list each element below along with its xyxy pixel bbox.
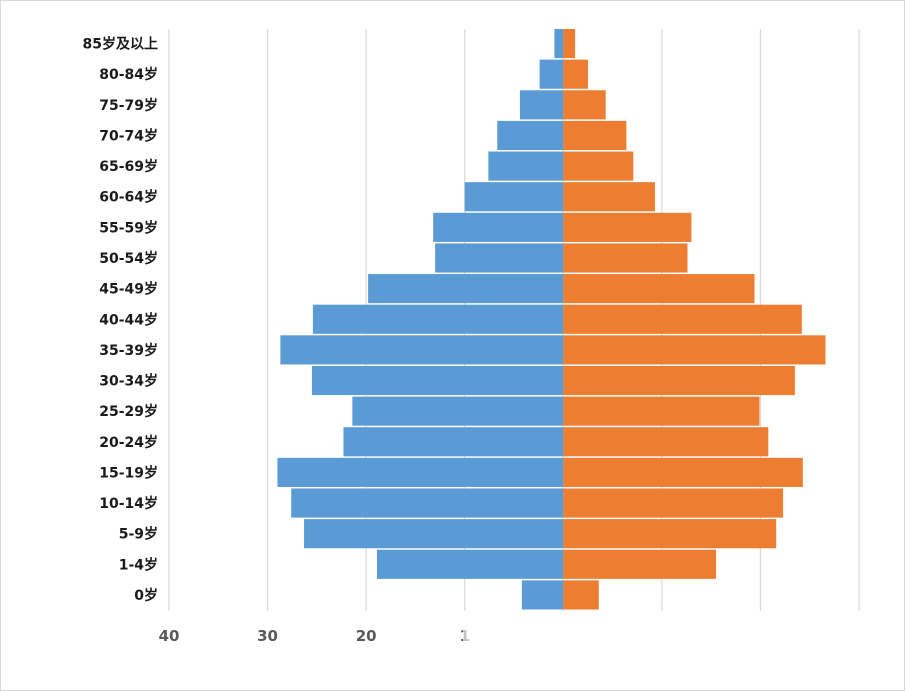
bar-left-65-69岁 — [488, 151, 564, 181]
bar-left-55-59岁 — [433, 212, 564, 242]
bar-left-5-9岁 — [304, 519, 564, 549]
bar-left-70-74岁 — [497, 120, 564, 151]
bar-right-15-19岁 — [563, 457, 803, 487]
x-axis-tick-labels: 4030201 — [159, 627, 470, 645]
bar-left-1-4岁 — [376, 549, 564, 579]
bar-left-75-79岁 — [519, 90, 564, 120]
x-tick-label: 20 — [356, 627, 377, 645]
category-label: 30-34岁 — [99, 373, 158, 390]
bar-right-80-84岁 — [563, 59, 588, 89]
bar-right-40-44岁 — [563, 304, 802, 334]
category-label: 75-79岁 — [99, 97, 158, 114]
category-label: 10-14岁 — [99, 495, 158, 512]
bar-left-40-44岁 — [312, 304, 564, 334]
bar-right-0岁 — [563, 580, 599, 610]
bar-left-25-29岁 — [352, 396, 564, 426]
category-label: 50-54岁 — [99, 250, 158, 267]
category-label: 25-29岁 — [99, 403, 158, 420]
bar-left-15-19岁 — [277, 457, 564, 487]
bar-left-50-54岁 — [435, 243, 564, 273]
category-label: 40-44岁 — [99, 311, 158, 328]
category-label: 65-69岁 — [99, 158, 158, 175]
bar-right-75-79岁 — [563, 90, 606, 120]
category-label: 15-19岁 — [99, 464, 158, 481]
bar-right-45-49岁 — [563, 274, 755, 304]
category-label: 80-84岁 — [99, 66, 158, 83]
bar-right-50-54岁 — [563, 243, 688, 273]
bar-left-85岁及以上 — [554, 29, 564, 59]
bar-right-5-9岁 — [563, 519, 777, 549]
x-tick-label: 40 — [159, 627, 180, 645]
bar-left-0岁 — [521, 580, 564, 610]
category-label: 20-24岁 — [99, 434, 158, 451]
bar-right-20-24岁 — [563, 427, 769, 457]
bar-right-65-69岁 — [563, 151, 634, 181]
category-label: 5-9岁 — [119, 526, 158, 543]
bar-right-60-64岁 — [563, 182, 655, 212]
category-label: 60-64岁 — [99, 189, 158, 206]
category-label: 0岁 — [134, 587, 158, 604]
category-label: 1-4岁 — [119, 556, 158, 573]
bar-left-10-14岁 — [291, 488, 564, 518]
bar-right-70-74岁 — [563, 120, 627, 151]
category-label: 45-49岁 — [99, 281, 158, 298]
bar-left-30-34岁 — [311, 365, 564, 396]
bar-left-80-84岁 — [539, 59, 564, 89]
bar-left-35-39岁 — [280, 335, 564, 365]
bar-right-25-29岁 — [563, 396, 760, 426]
bar-right-1-4岁 — [563, 549, 717, 579]
faded-axis-overlay — [463, 616, 903, 666]
bar-left-60-64岁 — [464, 182, 564, 212]
category-labels: 0岁 1-4岁 5-9岁 10-14岁 15-19岁 20-24岁 25-29岁 30-34岁… — [83, 36, 158, 604]
bar-right-10-14岁 — [563, 488, 784, 518]
bar-right-55-59岁 — [563, 212, 692, 242]
category-label: 70-74岁 — [99, 127, 158, 144]
category-label: 55-59岁 — [99, 219, 158, 236]
bar-left-20-24岁 — [343, 427, 564, 457]
category-label: 35-39岁 — [99, 342, 158, 359]
bars — [277, 29, 826, 610]
bar-right-85岁及以上 — [563, 29, 576, 59]
bar-right-35-39岁 — [563, 335, 826, 365]
x-tick-label: 30 — [257, 627, 278, 645]
bar-right-30-34岁 — [563, 365, 795, 396]
bar-left-45-49岁 — [368, 274, 564, 304]
category-label: 85岁及以上 — [83, 36, 158, 53]
